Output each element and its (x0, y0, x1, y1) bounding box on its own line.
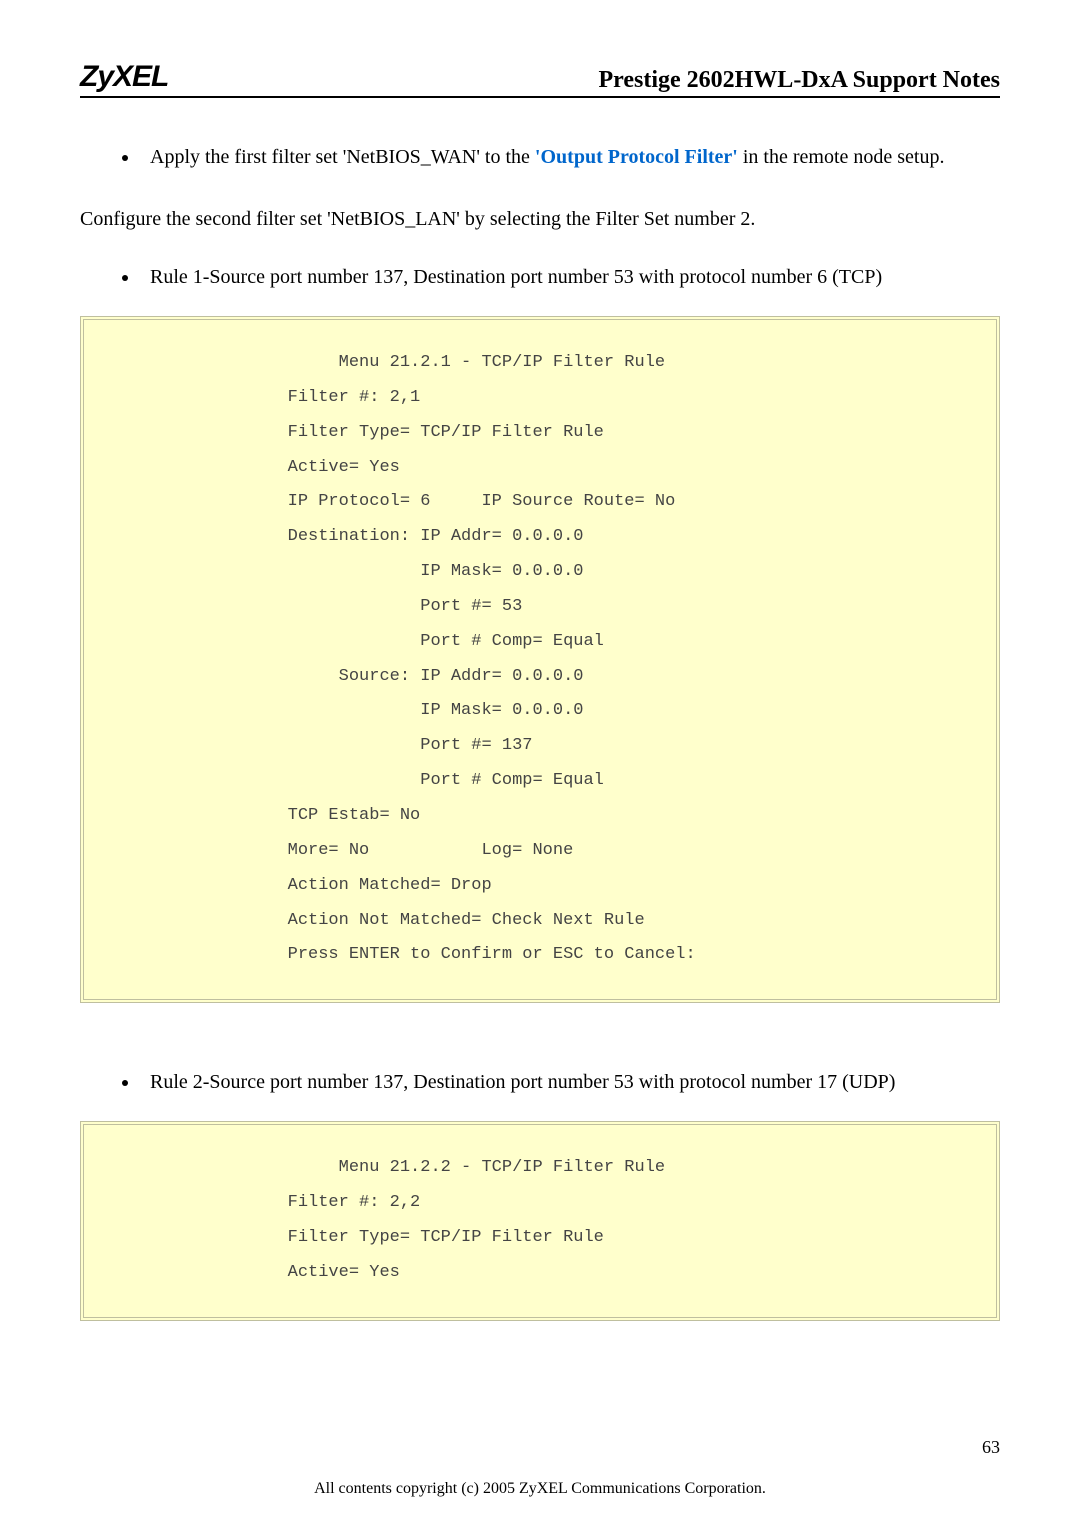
code1-l13: TCP Estab= No (104, 806, 420, 825)
document-title: Prestige 2602HWL-DxA Support Notes (598, 67, 1000, 94)
code1-l2: Filter Type= TCP/IP Filter Rule (104, 423, 604, 442)
code1-l1: Filter #: 2,1 (104, 388, 420, 407)
code2-l2: Filter Type= TCP/IP Filter Rule (104, 1228, 604, 1247)
code-block-1: Menu 21.2.1 - TCP/IP Filter Rule Filter … (104, 346, 976, 973)
bullet-list-3: Rule 2-Source port number 137, Destinati… (80, 1063, 1000, 1101)
code1-l7: Port #= 53 (104, 597, 522, 616)
copyright-footer: All contents copyright (c) 2005 ZyXEL Co… (0, 1480, 1080, 1498)
code2-title: Menu 21.2.2 - TCP/IP Filter Rule (104, 1158, 665, 1177)
bullet1-post: in the remote node setup. (738, 146, 945, 168)
bullet-list-1: Apply the first filter set 'NetBIOS_WAN'… (80, 138, 1000, 176)
code-block-2: Menu 21.2.2 - TCP/IP Filter Rule Filter … (104, 1151, 976, 1290)
code1-l12: Port # Comp= Equal (104, 771, 604, 790)
body-section: Apply the first filter set 'NetBIOS_WAN'… (80, 138, 1000, 296)
code1-l5: Destination: IP Addr= 0.0.0.0 (104, 527, 583, 546)
code1-l17: Press ENTER to Confirm or ESC to Cancel: (104, 945, 696, 964)
code-box-rule2: Menu 21.2.2 - TCP/IP Filter Rule Filter … (80, 1121, 1000, 1320)
spacer (80, 1003, 1000, 1063)
code2-l1: Filter #: 2,2 (104, 1193, 420, 1212)
intro-paragraph: Configure the second filter set 'NetBIOS… (80, 200, 1000, 238)
code1-l4: IP Protocol= 6 IP Source Route= No (104, 492, 675, 511)
code1-l10: IP Mask= 0.0.0.0 (104, 701, 583, 720)
code1-l9: Source: IP Addr= 0.0.0.0 (104, 667, 583, 686)
zyxel-logo: ZyXEL (80, 60, 168, 94)
page-number: 63 (982, 1437, 1000, 1458)
bullet-item-1: Apply the first filter set 'NetBIOS_WAN'… (140, 138, 1000, 176)
page-header: ZyXEL Prestige 2602HWL-DxA Support Notes (80, 60, 1000, 98)
code1-title: Menu 21.2.1 - TCP/IP Filter Rule (104, 353, 665, 372)
bullet-item-2: Rule 1-Source port number 137, Destinati… (140, 258, 1000, 296)
code1-l11: Port #= 137 (104, 736, 532, 755)
bullet1-pre: Apply the first filter set 'NetBIOS_WAN'… (150, 146, 535, 168)
bullet-item-3: Rule 2-Source port number 137, Destinati… (140, 1063, 1000, 1101)
bullet-list-2: Rule 1-Source port number 137, Destinati… (80, 258, 1000, 296)
code1-l14: More= No Log= None (104, 841, 573, 860)
code1-l16: Action Not Matched= Check Next Rule (104, 911, 645, 930)
output-protocol-filter-link[interactable]: 'Output Protocol Filter' (535, 146, 738, 168)
code1-l8: Port # Comp= Equal (104, 632, 604, 651)
code2-l3: Active= Yes (104, 1263, 400, 1282)
page: ZyXEL Prestige 2602HWL-DxA Support Notes… (0, 0, 1080, 1528)
code-box-rule1: Menu 21.2.1 - TCP/IP Filter Rule Filter … (80, 316, 1000, 1003)
code1-l15: Action Matched= Drop (104, 876, 492, 895)
code1-l3: Active= Yes (104, 458, 400, 477)
code1-l6: IP Mask= 0.0.0.0 (104, 562, 583, 581)
